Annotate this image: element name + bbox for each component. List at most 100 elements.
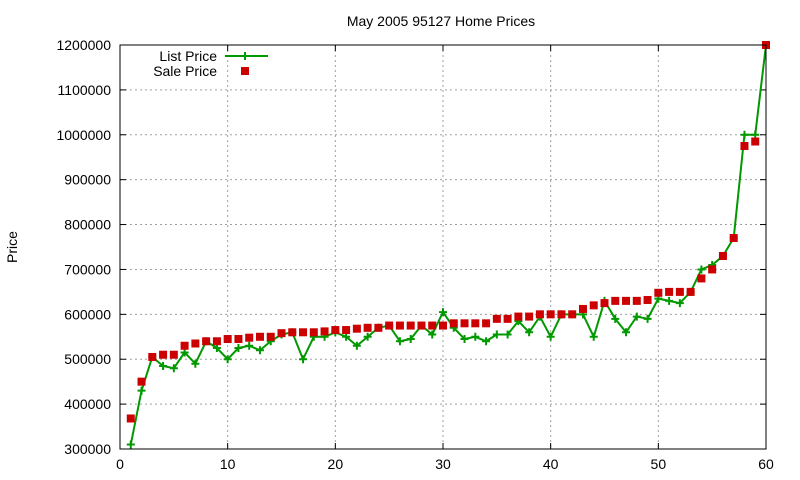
sale-price-point (632, 296, 641, 305)
x-tick-label: 10 (220, 456, 236, 472)
sale-price-point (449, 319, 458, 328)
sale-price-point (557, 310, 566, 319)
sale-price-point (374, 323, 383, 332)
y-tick-label: 400000 (64, 396, 111, 412)
x-tick-label: 40 (543, 456, 559, 472)
list-price-point (460, 335, 469, 344)
list-price-point (255, 346, 264, 355)
sale-price-point (169, 350, 178, 359)
list-price-point (665, 296, 674, 305)
list-price-point (589, 332, 598, 341)
sale-price-point (535, 310, 544, 319)
x-tick-label: 0 (116, 456, 124, 472)
sale-price-point (320, 327, 329, 336)
sale-price-point (148, 352, 157, 361)
sale-price-point (385, 321, 394, 330)
legend-list-price-marker (241, 52, 249, 60)
x-tick-label: 30 (435, 456, 451, 472)
list-price-point (525, 328, 534, 337)
sale-price-point (126, 414, 135, 423)
y-tick-label: 1000000 (56, 127, 111, 143)
list-price-point (342, 332, 351, 341)
list-price-point (546, 332, 555, 341)
list-price-point (428, 330, 437, 339)
plot-area (126, 41, 770, 449)
legend-sale-price-label: Sale Price (153, 63, 217, 79)
sale-price-point (299, 328, 308, 337)
list-price-point (191, 359, 200, 368)
sale-price-point (395, 321, 404, 330)
sale-price-point (180, 341, 189, 350)
legend-list-price-label: List Price (159, 48, 217, 64)
sale-price-point (471, 319, 480, 328)
sale-price-point (665, 287, 674, 296)
sale-price-point (718, 251, 727, 260)
list-price-point (395, 337, 404, 346)
y-tick-label: 800000 (64, 217, 111, 233)
grid-lines (120, 45, 766, 449)
sale-price-point (363, 323, 372, 332)
sale-price-point (740, 142, 749, 150)
sale-price-point (428, 321, 437, 330)
chart-title: May 2005 95127 Home Prices (347, 13, 535, 29)
y-tick-label: 1100000 (58, 82, 112, 98)
list-price-point (740, 130, 749, 139)
list-price-point (643, 314, 652, 323)
sale-price-point (492, 314, 501, 323)
sale-price-point (708, 265, 717, 274)
sale-price-point (622, 296, 631, 305)
sale-price-point (212, 337, 221, 346)
sale-price-point (137, 377, 146, 386)
y-tick-label: 300000 (64, 441, 111, 457)
list-price-line (129, 44, 767, 445)
sale-price-point (255, 332, 264, 341)
sale-price-point (568, 310, 577, 319)
y-tick-label: 900000 (64, 172, 111, 188)
list-price-point (299, 355, 308, 364)
sale-price-point (589, 301, 598, 310)
list-price-point (406, 335, 415, 344)
sale-price-point (514, 312, 523, 321)
y-tick-label: 700000 (64, 261, 111, 277)
list-price-point (180, 348, 189, 357)
list-price-point (137, 386, 146, 395)
sale-price-point (266, 332, 275, 341)
sale-price-point (309, 328, 318, 337)
sale-price-point (406, 321, 415, 330)
list-price-point (159, 361, 168, 370)
sale-price-point (751, 137, 760, 146)
sale-price-point (223, 335, 232, 344)
list-price-point (492, 330, 501, 339)
y-tick-label: 1200000 (56, 37, 111, 53)
x-tick-label: 20 (328, 456, 344, 472)
y-axis-label: Price (4, 231, 20, 263)
sale-price-point (654, 288, 663, 297)
list-price-point (697, 265, 706, 274)
sale-price-point (697, 274, 706, 283)
list-price-point (212, 344, 221, 352)
y-tick-label: 500000 (64, 351, 111, 367)
x-tick-label: 60 (758, 456, 774, 472)
list-price-point (482, 337, 491, 346)
sale-price-point (159, 350, 168, 359)
sale-price-point (643, 295, 652, 304)
sale-price-point (686, 287, 695, 296)
list-price-point (363, 332, 372, 341)
list-price-point (169, 364, 178, 373)
x-tick-label: 50 (651, 456, 667, 472)
list-price-point (622, 328, 631, 337)
plot-border (119, 44, 767, 450)
sale-price-point (277, 329, 286, 338)
list-price-point (126, 440, 135, 449)
list-price-point (245, 341, 254, 350)
sale-price-point (675, 287, 684, 296)
sale-price-point (417, 321, 426, 330)
list-price-point (675, 299, 684, 308)
sale-price-point (611, 296, 620, 305)
sale-price-point (729, 234, 738, 243)
sale-price-point (288, 328, 297, 337)
list-price-point (611, 314, 620, 323)
y-tick-label: 600000 (64, 306, 111, 322)
sale-price-point (546, 310, 555, 319)
